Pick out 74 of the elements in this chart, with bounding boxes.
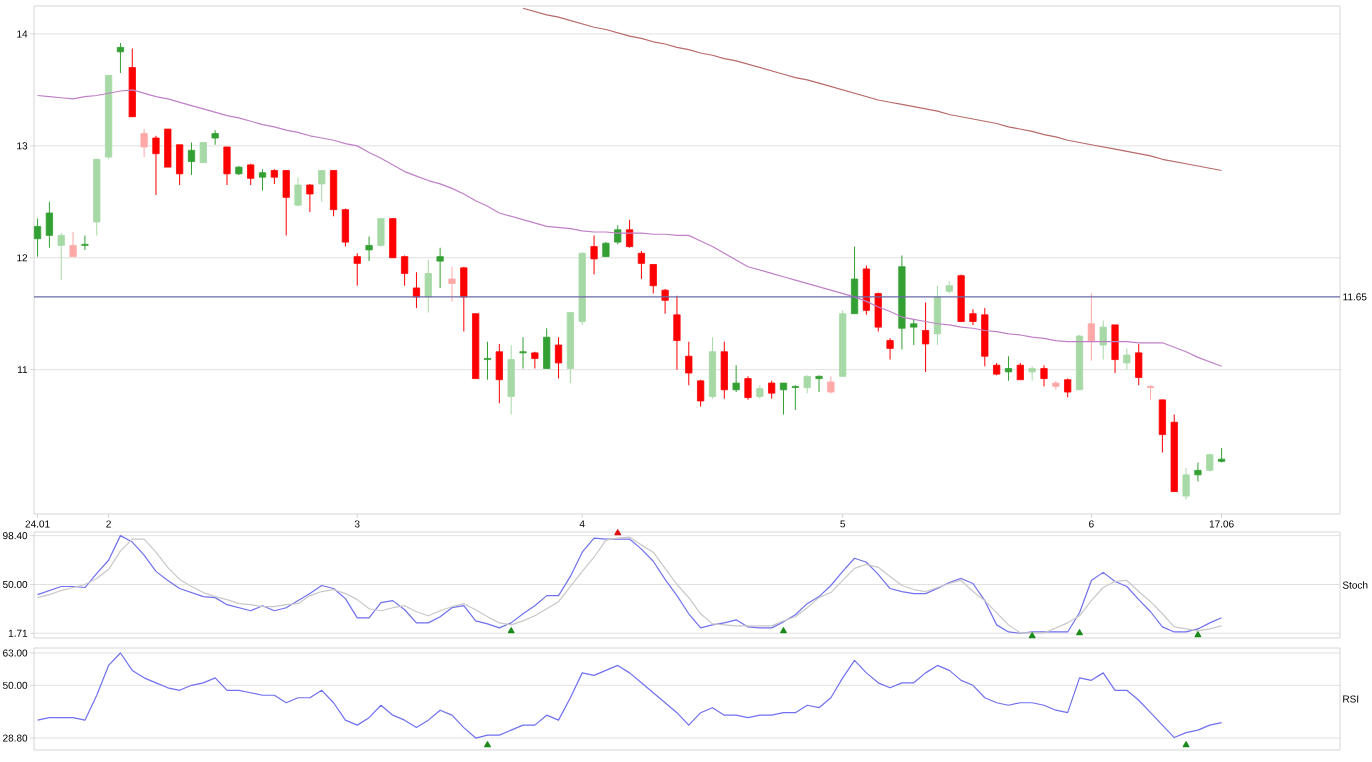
candlestick <box>531 351 539 370</box>
candlestick <box>981 307 989 367</box>
candlestick <box>258 168 267 192</box>
candlestick <box>910 318 918 346</box>
candlestick <box>791 384 799 411</box>
candlestick <box>850 246 859 315</box>
candlestick <box>697 379 705 408</box>
candlestick <box>921 302 930 373</box>
candlestick <box>424 259 432 314</box>
candlestick <box>294 176 302 207</box>
candlestick <box>1123 347 1131 371</box>
point <box>1076 629 1083 636</box>
candlestick <box>732 364 740 393</box>
candlestick <box>57 232 65 281</box>
candlestick <box>460 266 468 333</box>
candlestick <box>353 252 361 287</box>
candlestick <box>389 218 397 259</box>
candlestick <box>1099 319 1107 361</box>
candlestick <box>377 218 385 248</box>
candlestick <box>306 183 314 213</box>
candlestick <box>1158 399 1166 453</box>
candlestick <box>708 336 717 400</box>
candlestick <box>862 265 870 316</box>
candlestick <box>81 234 89 251</box>
candlestick <box>1182 467 1190 500</box>
candlestick <box>140 128 148 158</box>
candlestick <box>1194 462 1202 483</box>
candlestick <box>329 169 338 217</box>
candlestick <box>1135 343 1143 386</box>
candlestick <box>495 343 503 404</box>
point <box>1194 631 1202 638</box>
candlestick <box>69 231 77 258</box>
candlestick <box>412 271 421 309</box>
point <box>780 627 787 634</box>
candlestick <box>554 336 563 380</box>
candlestick <box>886 337 894 361</box>
candlestick <box>365 236 373 262</box>
candlestick <box>483 341 492 381</box>
candlestick <box>199 142 207 164</box>
candlestick <box>341 208 350 248</box>
candlestick <box>152 135 160 196</box>
candlestick <box>543 327 551 370</box>
point <box>1028 632 1036 639</box>
candlestick <box>1111 324 1119 374</box>
candlestick <box>637 250 646 280</box>
candlestick <box>436 247 444 289</box>
candlestick <box>448 266 456 302</box>
candlestick <box>507 344 515 415</box>
candlestick <box>779 382 788 415</box>
candlestick <box>176 144 184 186</box>
point <box>507 627 515 634</box>
candlestick <box>744 375 752 401</box>
candlestick <box>1004 355 1013 382</box>
candlestick <box>590 234 598 276</box>
candlestick <box>720 341 728 400</box>
candlestick <box>401 255 409 287</box>
candlestick <box>282 169 290 236</box>
candlestick <box>45 201 53 249</box>
candlestick <box>33 218 42 258</box>
candlestick <box>318 169 326 203</box>
candlestick <box>187 142 196 176</box>
point <box>614 529 622 536</box>
candlestick <box>874 291 882 333</box>
candlestick <box>815 374 823 393</box>
candlestick <box>685 341 693 386</box>
candlestick <box>1087 293 1095 362</box>
candlestick <box>649 263 657 295</box>
candlestick <box>223 146 231 186</box>
candlestick <box>1040 364 1048 387</box>
candlestick <box>164 128 172 168</box>
candlestick <box>673 295 681 371</box>
candlestick <box>957 274 965 323</box>
candlestick <box>116 42 125 74</box>
candlestick <box>519 336 527 370</box>
